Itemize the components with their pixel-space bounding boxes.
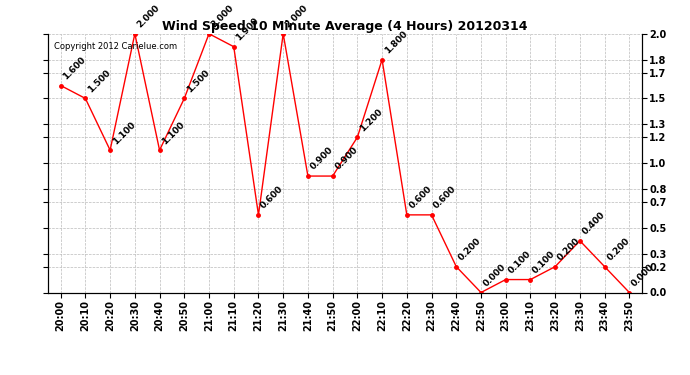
Text: 0.900: 0.900 — [308, 146, 335, 172]
Text: 1.500: 1.500 — [86, 68, 112, 94]
Text: 0.200: 0.200 — [605, 236, 631, 262]
Text: 0.000: 0.000 — [630, 262, 656, 288]
Text: 2.000: 2.000 — [284, 3, 310, 30]
Text: 1.200: 1.200 — [358, 107, 384, 133]
Text: Copyright 2012 Carielue.com: Copyright 2012 Carielue.com — [55, 42, 177, 51]
Text: 1.800: 1.800 — [383, 29, 409, 56]
Text: 1.600: 1.600 — [61, 55, 88, 81]
Text: 0.400: 0.400 — [580, 210, 607, 237]
Text: 0.600: 0.600 — [432, 184, 458, 211]
Text: 0.100: 0.100 — [506, 249, 533, 275]
Text: 1.100: 1.100 — [110, 120, 137, 146]
Text: 0.100: 0.100 — [531, 249, 558, 275]
Text: 0.200: 0.200 — [457, 236, 483, 262]
Text: 0.600: 0.600 — [259, 184, 285, 211]
Text: 0.600: 0.600 — [407, 184, 433, 211]
Text: 1.100: 1.100 — [160, 120, 186, 146]
Title: Wind Speed 10 Minute Average (4 Hours) 20120314: Wind Speed 10 Minute Average (4 Hours) 2… — [162, 20, 528, 33]
Text: 1.500: 1.500 — [185, 68, 211, 94]
Text: 0.900: 0.900 — [333, 146, 359, 172]
Text: 2.000: 2.000 — [210, 3, 236, 30]
Text: 0.000: 0.000 — [482, 262, 508, 288]
Text: 0.200: 0.200 — [555, 236, 582, 262]
Text: 2.000: 2.000 — [135, 3, 161, 30]
Text: 1.900: 1.900 — [235, 16, 261, 42]
